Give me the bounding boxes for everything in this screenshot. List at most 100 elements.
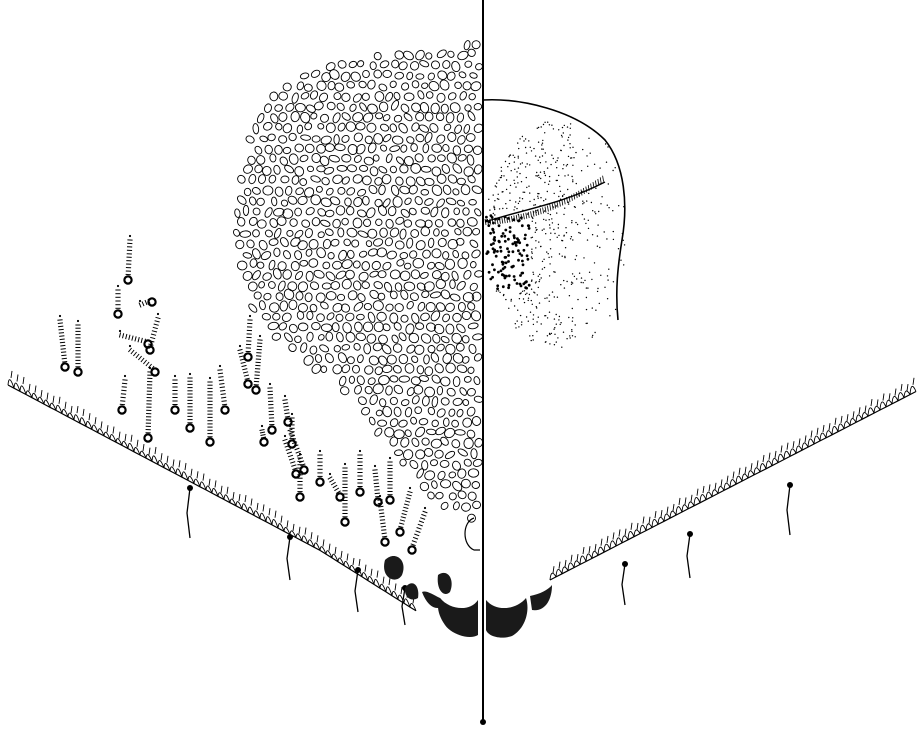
cell (319, 155, 330, 167)
stipple-dot (534, 204, 537, 206)
chain-segment (137, 336, 140, 343)
chain-tip (238, 344, 242, 348)
cell (457, 154, 467, 162)
cell (336, 331, 344, 343)
stipple-dot (532, 271, 534, 273)
cell (352, 112, 364, 123)
cell (382, 323, 391, 332)
ring-base (373, 497, 383, 507)
ring-base (267, 425, 277, 435)
cell (421, 290, 430, 299)
cell (440, 376, 451, 387)
stipple-dot (559, 185, 561, 188)
cell (248, 174, 257, 185)
cell (385, 218, 394, 229)
stipple-dot (600, 274, 602, 276)
stipple-dot (563, 193, 565, 196)
stipple-dot (559, 190, 562, 192)
cell (274, 186, 284, 197)
stipple-dot (534, 292, 536, 294)
cell (352, 364, 360, 374)
chain-segment (221, 396, 227, 399)
stipple-dot (607, 183, 609, 185)
chain-segment (131, 335, 134, 341)
stipple-dot (513, 179, 515, 181)
cell (386, 250, 397, 260)
stipple-dot (537, 141, 540, 143)
ring-base (220, 405, 230, 415)
cell (324, 143, 335, 152)
cell (237, 217, 246, 227)
cell (400, 437, 410, 448)
cell (472, 458, 483, 467)
stipple-dot (555, 179, 557, 182)
stipple-dot (573, 206, 576, 208)
cell (253, 291, 262, 300)
stipple-dot (511, 250, 515, 254)
stipple-dot (508, 230, 512, 234)
stipple-dot (536, 228, 538, 231)
cell (457, 50, 469, 61)
stipple-dot (493, 236, 496, 239)
cell (445, 112, 455, 124)
chain-segment (138, 302, 142, 308)
stipple-dot (518, 326, 520, 328)
stipple-dot (588, 137, 590, 139)
chain-segment (219, 386, 225, 389)
stipple-dot (548, 275, 551, 277)
cell (353, 280, 362, 291)
stipple-dot (521, 259, 524, 263)
chain-segment (401, 513, 407, 516)
stipple-dot (544, 181, 546, 184)
stipple-dot (583, 202, 585, 204)
stipple-dot (571, 273, 574, 275)
spine-base (355, 567, 361, 573)
cell (249, 196, 257, 206)
cell (435, 426, 446, 436)
cell (322, 238, 332, 250)
cell (462, 399, 470, 406)
cell (422, 249, 431, 259)
cell (467, 366, 475, 374)
chain-segment (128, 334, 131, 341)
cell (273, 227, 282, 239)
cell (448, 408, 456, 417)
cell (376, 311, 387, 322)
cell (378, 375, 390, 386)
stipple-dot (604, 286, 606, 288)
stipple-dot (523, 237, 527, 241)
cell (462, 226, 473, 237)
stipple-dot (528, 185, 530, 187)
cell (447, 50, 455, 58)
stipple-dot (531, 236, 534, 238)
stipple-dot (506, 207, 508, 210)
chain-segment (380, 522, 386, 525)
chain-segment (402, 509, 408, 513)
chain-segment (282, 399, 288, 401)
stipple-dot (550, 256, 553, 258)
cell (466, 387, 476, 397)
cell (354, 385, 362, 395)
spine (621, 563, 626, 606)
chain-segment (60, 348, 66, 350)
cell (436, 385, 444, 396)
cell (334, 82, 345, 92)
cell (320, 113, 329, 123)
stipple-dot (543, 228, 545, 230)
cell (456, 280, 466, 291)
cell (274, 104, 283, 112)
right-fringe (549, 377, 917, 581)
cell (300, 92, 310, 100)
cell (472, 227, 481, 236)
stipple-dot (552, 128, 555, 130)
stipple-dot (557, 337, 559, 339)
stipple-dot (623, 244, 626, 246)
chain-tip (408, 486, 412, 490)
cell (403, 156, 414, 167)
cell (373, 238, 384, 247)
cell (457, 490, 467, 500)
cell (345, 312, 355, 322)
cell (409, 460, 419, 469)
stipple-dot (538, 280, 540, 283)
cell (386, 354, 397, 365)
